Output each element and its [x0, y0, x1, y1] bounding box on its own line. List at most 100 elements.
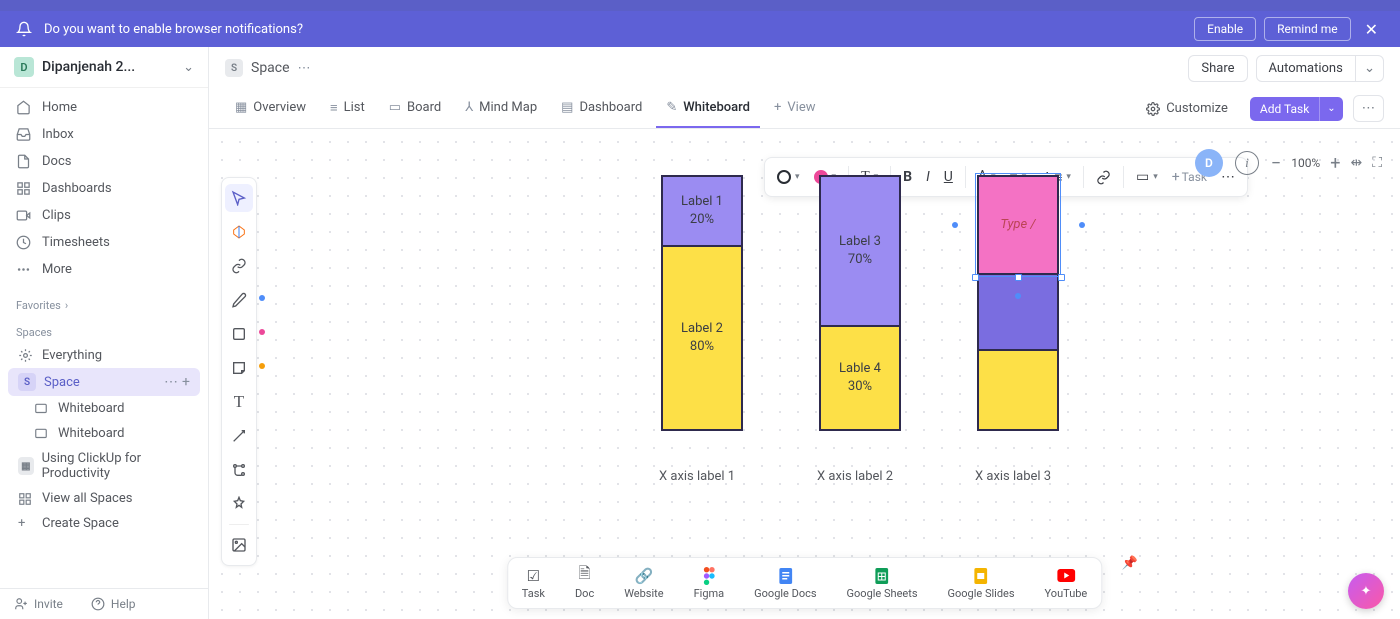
- shape-tool[interactable]: [225, 320, 253, 348]
- tab-list[interactable]: ≡List: [320, 89, 375, 128]
- info-icon[interactable]: i: [1235, 151, 1259, 175]
- stamp-tool[interactable]: [225, 490, 253, 518]
- insert-youtube[interactable]: YouTube: [1045, 567, 1088, 600]
- nav-clips[interactable]: Clips: [8, 202, 200, 229]
- enable-button[interactable]: Enable: [1194, 17, 1256, 41]
- connector-tool[interactable]: [225, 422, 253, 450]
- bar-segment[interactable]: Lable 430%: [819, 327, 901, 431]
- bar-column[interactable]: Label 120%Label 280%: [661, 175, 743, 431]
- link-tool[interactable]: [225, 252, 253, 280]
- whiteboard-icon: [34, 402, 50, 416]
- insert-website[interactable]: 🔗Website: [624, 567, 663, 600]
- top-strip: [0, 0, 1400, 11]
- x-axis-label: X axis label 2: [817, 469, 893, 484]
- link-icon: 🔗: [635, 567, 654, 585]
- link-button[interactable]: [1092, 166, 1115, 189]
- dots-icon[interactable]: ⋯: [298, 61, 311, 76]
- tab-board[interactable]: ▭Board: [379, 89, 452, 128]
- whiteboard-canvas[interactable]: T ▾ ▾ T▾ B I U A▾ ≡▾: [209, 129, 1400, 619]
- nav-dashboards[interactable]: Dashboards: [8, 175, 200, 202]
- tab-dashboard[interactable]: ▤Dashboard: [551, 89, 652, 128]
- view-all-spaces[interactable]: View all Spaces: [8, 486, 200, 511]
- bar-column[interactable]: Label 370%Lable 430%: [819, 175, 901, 431]
- more-button[interactable]: ⋯: [1353, 95, 1384, 122]
- space-icon: ▦: [18, 457, 34, 475]
- space-whiteboard-1[interactable]: Whiteboard: [8, 396, 200, 421]
- pen-tool[interactable]: [225, 286, 253, 314]
- ai-tool[interactable]: [225, 218, 253, 246]
- space-whiteboard-2[interactable]: Whiteboard: [8, 421, 200, 446]
- plus-icon[interactable]: +: [182, 374, 190, 390]
- nav-timesheets[interactable]: Timesheets: [8, 229, 200, 256]
- handle[interactable]: [952, 222, 958, 228]
- main-area: S Space ⋯ Share Automations ⌄ ▦Overview …: [209, 47, 1400, 619]
- space-item-space[interactable]: S Space ⋯+: [8, 368, 200, 396]
- inbox-icon: [16, 127, 32, 142]
- nav-inbox[interactable]: Inbox: [8, 121, 200, 148]
- tab-whiteboard[interactable]: ✎Whiteboard: [656, 89, 760, 128]
- zoom-in[interactable]: +: [1330, 153, 1340, 174]
- space-badge: S: [18, 373, 36, 391]
- italic-button[interactable]: I: [922, 165, 934, 189]
- image-tool[interactable]: [225, 531, 253, 559]
- ai-fab[interactable]: ✦: [1348, 573, 1384, 609]
- customize-button[interactable]: Customize: [1138, 101, 1236, 116]
- border-color[interactable]: ▾: [773, 166, 804, 188]
- sticky-tool[interactable]: [225, 354, 253, 382]
- avatar[interactable]: D: [1195, 149, 1223, 177]
- insert-gdocs[interactable]: Google Docs: [754, 567, 816, 600]
- insert-gsheets[interactable]: Google Sheets: [847, 567, 918, 600]
- underline-button[interactable]: U: [940, 165, 957, 189]
- handle[interactable]: [972, 274, 979, 281]
- insert-doc[interactable]: 🗎Doc: [575, 567, 594, 600]
- bar-segment[interactable]: Label 280%: [661, 247, 743, 431]
- bar-segment[interactable]: Label 370%: [819, 175, 901, 327]
- space-using-clickup[interactable]: ▦Using ClickUp for Productivity: [8, 446, 200, 486]
- fullscreen[interactable]: ⛶: [1372, 155, 1382, 171]
- dots-icon[interactable]: ⋯: [164, 374, 178, 390]
- handle[interactable]: [1015, 293, 1021, 299]
- zoom-out[interactable]: −: [1271, 153, 1281, 174]
- handle[interactable]: [1079, 222, 1085, 228]
- bold-button[interactable]: B: [899, 165, 916, 189]
- bar-segment[interactable]: Label 120%: [661, 175, 743, 247]
- gdocs-icon: [779, 567, 792, 585]
- close-icon[interactable]: ✕: [1359, 20, 1384, 39]
- share-button[interactable]: Share: [1188, 55, 1247, 82]
- invite-link[interactable]: Invite: [14, 597, 63, 611]
- bar-segment[interactable]: [977, 351, 1059, 431]
- space-everything[interactable]: Everything: [8, 343, 200, 368]
- sidebar-footer: Invite Help: [0, 588, 208, 619]
- handle[interactable]: [1015, 274, 1022, 281]
- tab-mindmap[interactable]: ⅄Mind Map: [455, 89, 547, 128]
- spaces-label: Spaces: [0, 316, 208, 343]
- nav-home[interactable]: Home: [8, 94, 200, 121]
- remind-button[interactable]: Remind me: [1264, 17, 1350, 41]
- nav-more[interactable]: More: [8, 256, 200, 283]
- add-task-button[interactable]: Add Task: [1250, 97, 1319, 121]
- fit-width[interactable]: ⇹: [1350, 155, 1362, 171]
- insert-figma[interactable]: Figma: [694, 567, 725, 600]
- select-tool[interactable]: [225, 184, 253, 212]
- pin-icon[interactable]: 📌: [1122, 556, 1138, 571]
- help-link[interactable]: Help: [91, 597, 136, 611]
- bar-segment[interactable]: [977, 275, 1059, 351]
- favorites-label[interactable]: Favorites›: [0, 289, 208, 316]
- add-task-chevron[interactable]: ⌄: [1319, 97, 1342, 121]
- tab-overview[interactable]: ▦Overview: [225, 89, 316, 128]
- automations-chevron[interactable]: ⌄: [1356, 55, 1384, 82]
- shape-picker[interactable]: ▭▾: [1132, 165, 1162, 189]
- automations-button[interactable]: Automations: [1256, 55, 1356, 82]
- insert-task[interactable]: ☑Task: [522, 567, 545, 600]
- breadcrumb-name[interactable]: Space: [251, 60, 290, 76]
- create-space[interactable]: +Create Space: [8, 511, 200, 536]
- text-tool[interactable]: T: [225, 388, 253, 416]
- nav-docs[interactable]: Docs: [8, 148, 200, 175]
- workspace-switcher[interactable]: D Dipanjenah 2... ⌄: [0, 47, 208, 88]
- diagram-tool[interactable]: [225, 456, 253, 484]
- insert-gslides[interactable]: Google Slides: [948, 567, 1015, 600]
- clips-icon: [16, 208, 32, 223]
- add-view[interactable]: +View: [764, 89, 826, 128]
- whiteboard-icon: ✎: [666, 100, 677, 115]
- handle[interactable]: [1058, 274, 1065, 281]
